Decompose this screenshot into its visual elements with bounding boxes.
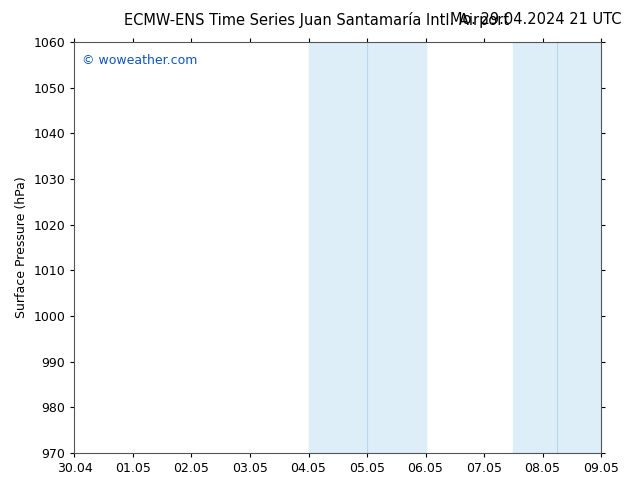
Text: Mo. 29.04.2024 21 UTC: Mo. 29.04.2024 21 UTC: [450, 12, 621, 27]
Y-axis label: Surface Pressure (hPa): Surface Pressure (hPa): [15, 176, 28, 318]
Title: ECMW-ENS Time Series Juan Santamaría Intl. Airport     Mo. 29.04.2024 21 UTC: ECMW-ENS Time Series Juan Santamaría Int…: [0, 489, 1, 490]
Text: ECMW-ENS Time Series Juan Santamaría Intl. Airport: ECMW-ENS Time Series Juan Santamaría Int…: [124, 12, 510, 28]
Bar: [514, 42, 601, 453]
Bar: [309, 42, 425, 453]
Text: © woweather.com: © woweather.com: [82, 54, 198, 68]
